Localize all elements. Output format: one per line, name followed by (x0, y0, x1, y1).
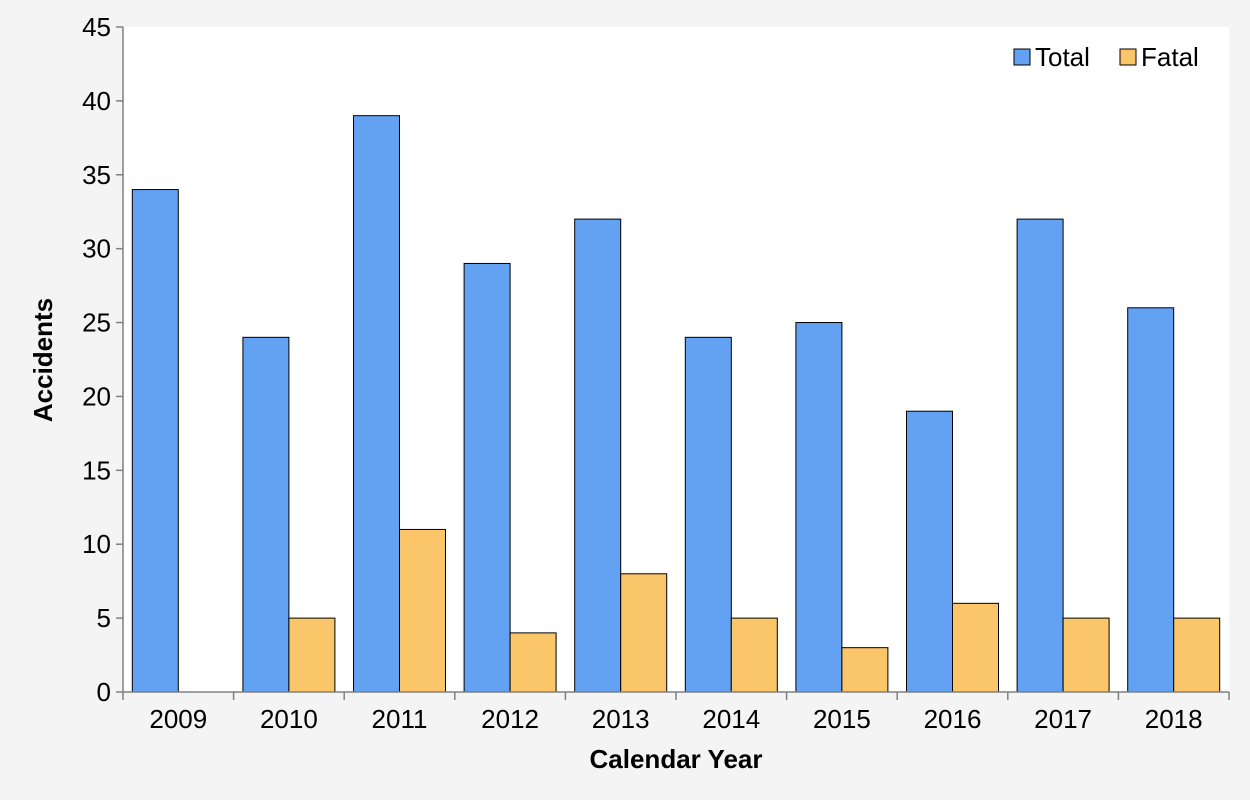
y-tick-label: 10 (82, 529, 111, 559)
x-tick-label-2009: 2009 (149, 704, 207, 734)
bar-fatal-2017 (1062, 617, 1110, 693)
bar-fatal-2012 (509, 632, 557, 693)
legend-swatch-fatal (1119, 48, 1137, 66)
bar-fatal-2018 (1173, 617, 1221, 693)
bar-total-2014 (684, 336, 732, 693)
y-tick-labels: 0 5 10 15 20 25 30 35 40 45 (82, 12, 111, 707)
bar-fatal-2013 (620, 573, 668, 693)
bar-total-2011 (353, 115, 400, 693)
legend: Total Fatal (1013, 42, 1199, 72)
x-tick-label-2018: 2018 (1145, 704, 1203, 734)
bar-total-2017 (1016, 218, 1064, 693)
bar-fatal-2011 (399, 528, 446, 693)
x-tick-label-2012: 2012 (481, 704, 539, 734)
y-tick-label: 40 (82, 86, 111, 116)
x-tick-label-2017: 2017 (1034, 704, 1092, 734)
y-tick-label: 5 (97, 603, 111, 633)
x-tick-label-2016: 2016 (924, 704, 982, 734)
y-tick-label: 35 (82, 160, 111, 190)
bar-fatal-2010 (288, 617, 336, 693)
bar-total-2013 (574, 218, 622, 693)
legend-label-fatal: Fatal (1141, 42, 1199, 72)
y-tick-label: 20 (82, 381, 111, 411)
x-tick-label-2010: 2010 (260, 704, 318, 734)
bar-total-2009 (131, 189, 179, 693)
x-tick-label-2014: 2014 (702, 704, 760, 734)
bar-total-2018 (1127, 307, 1175, 693)
x-tick-labels: 2009 2010 2011 2012 2013 2014 2015 2016 2017 2018 (149, 704, 1202, 734)
y-tick-label: 0 (97, 677, 111, 707)
y-tick-label: 45 (82, 12, 111, 42)
y-axis-title: Accidents (28, 298, 58, 422)
bar-total-2015 (795, 322, 843, 693)
x-tick-label-2015: 2015 (813, 704, 871, 734)
bars-group (131, 115, 1221, 693)
axes-group (116, 26, 1230, 700)
y-tick-label: 25 (82, 308, 111, 338)
bar-fatal-2015 (841, 647, 889, 693)
x-tick-label-2011: 2011 (372, 704, 428, 734)
x-tick-label-2013: 2013 (592, 704, 650, 734)
y-tick-label: 30 (82, 234, 111, 264)
bar-fatal-2014 (730, 617, 778, 693)
bar-total-2012 (463, 262, 511, 693)
legend-swatch-total (1013, 48, 1031, 66)
bar-total-2016 (906, 410, 953, 693)
bar-fatal-2016 (952, 602, 999, 693)
x-axis-title: Calendar Year (590, 744, 763, 774)
legend-label-total: Total (1035, 42, 1090, 72)
bar-total-2010 (242, 336, 290, 693)
y-tick-label: 15 (82, 455, 111, 485)
